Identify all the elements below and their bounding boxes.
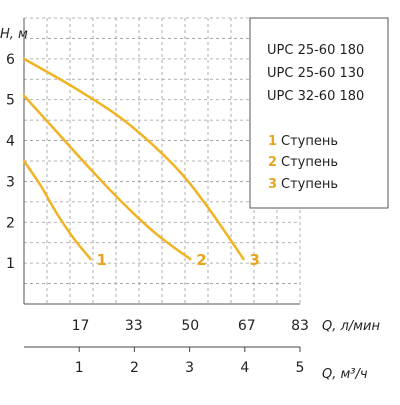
legend-speed-3-number: 3 <box>268 177 277 192</box>
legend-model-2: UPC 25-60 130 <box>267 66 364 81</box>
curve-speed-1 <box>22 159 92 261</box>
x-axis-secondary-label: Q, м³/ч <box>322 367 368 382</box>
curves <box>22 57 245 261</box>
legend-model-3: UPC 32-60 180 <box>267 89 364 104</box>
x-tick-label: 17 <box>72 318 90 334</box>
y-tick-label: 3 <box>6 174 15 190</box>
legend-speed-3-label: Ступень <box>281 177 338 192</box>
x2-tick-label: 2 <box>130 360 139 376</box>
y-tick-label: 1 <box>6 256 15 272</box>
y-tick-label: 4 <box>6 134 15 150</box>
legend-box <box>249 17 389 209</box>
curve-speed-3 <box>22 57 245 261</box>
curve-speed-2 <box>22 94 192 261</box>
curve-label-2: 2 <box>196 251 206 269</box>
x2-tick-label: 1 <box>75 360 84 376</box>
legend-speed-1-label: Ступень <box>281 134 338 149</box>
y-axis-label: Н, м <box>0 27 28 42</box>
x2-tick-label: 4 <box>240 360 249 376</box>
x-axis-primary-label: Q, л/мин <box>322 319 380 334</box>
x2-tick-label: 3 <box>185 360 194 376</box>
y-tick-label: 2 <box>6 215 15 231</box>
y-tick-label: 5 <box>6 93 15 109</box>
x2-tick-label: 5 <box>296 360 305 376</box>
x-tick-label: 67 <box>238 318 256 334</box>
curve-labels: 1 2 3 <box>97 251 260 269</box>
x-tick-label: 83 <box>291 318 309 334</box>
curve-label-3: 3 <box>249 251 259 269</box>
x-tick-label: 50 <box>181 318 199 334</box>
legend-speed-1-number: 1 <box>268 134 277 149</box>
legend-speed-2-label: Ступень <box>281 155 338 170</box>
y-tick-label: 6 <box>6 52 15 68</box>
legend-model-1: UPC 25-60 180 <box>267 43 364 58</box>
x-tick-label: 33 <box>125 318 143 334</box>
legend-speed-2-number: 2 <box>268 155 277 170</box>
curve-label-1: 1 <box>97 251 107 269</box>
